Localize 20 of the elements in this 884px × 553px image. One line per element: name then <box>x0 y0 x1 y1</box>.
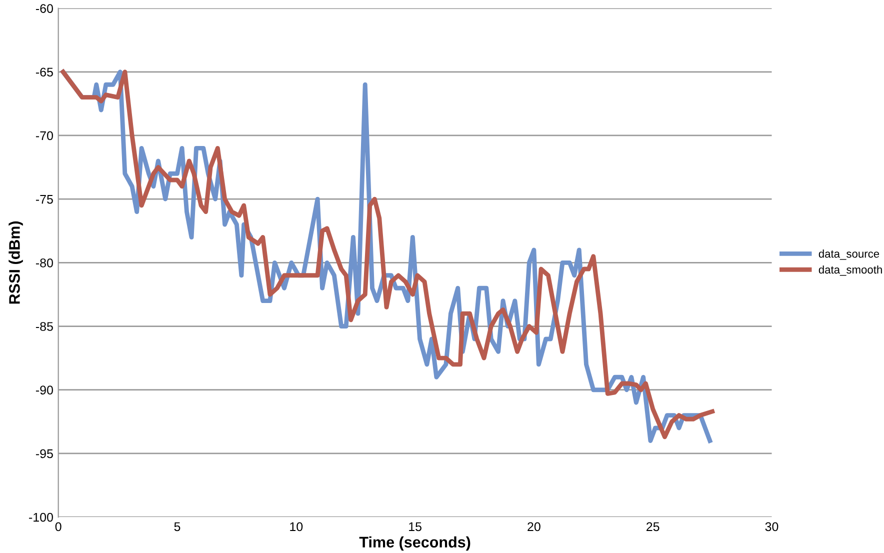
y-tick-label: -65 <box>36 68 53 77</box>
x-tick-label: 30 <box>765 522 778 532</box>
y-axis-title: RSSI (dBm) <box>8 221 23 304</box>
y-tick-label: -100 <box>29 512 53 522</box>
legend-label: data_source <box>818 250 880 260</box>
x-tick-label: 5 <box>174 522 180 532</box>
x-tick-label: 0 <box>55 522 62 532</box>
x-tick-label: 20 <box>528 522 540 532</box>
y-tick-label: -70 <box>36 131 53 140</box>
x-tick-label: 15 <box>409 522 422 532</box>
y-tick-label: -85 <box>36 322 53 331</box>
y-tick-label: -90 <box>36 386 53 395</box>
x-tick-label: 10 <box>290 522 303 532</box>
y-tick-label: -95 <box>36 449 53 458</box>
y-tick-label: -75 <box>36 195 53 204</box>
y-tick-label: -80 <box>36 258 53 268</box>
y-tick-label: -60 <box>36 4 53 13</box>
x-tick-label: 25 <box>646 522 660 532</box>
legend-label: data_smooth <box>818 265 882 276</box>
x-axis-title: Time (seconds) <box>359 536 470 551</box>
